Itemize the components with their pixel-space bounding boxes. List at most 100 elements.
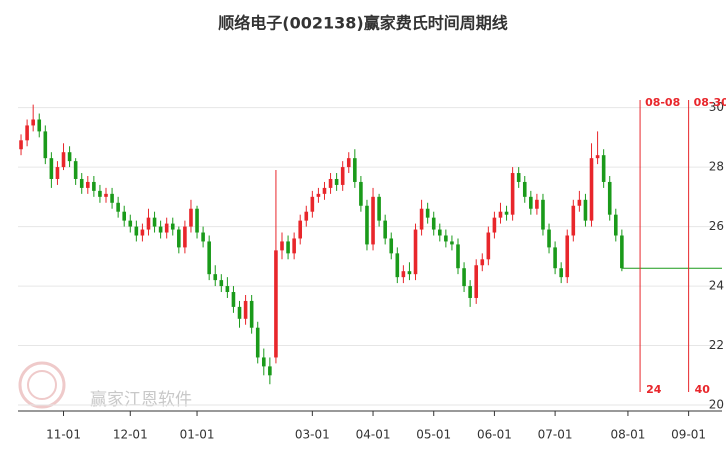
candle-body — [249, 300, 254, 328]
y-tick-label: 22 — [709, 338, 724, 352]
candle-body — [474, 265, 479, 298]
candle-body — [231, 292, 236, 307]
candle-body — [365, 205, 369, 245]
candle-body — [201, 232, 205, 242]
candle-body — [571, 205, 576, 236]
candle-body — [225, 286, 230, 293]
candle-body — [170, 223, 175, 230]
candle-body — [334, 178, 339, 185]
x-tick-label: 07-01 — [538, 428, 573, 442]
y-tick-label: 20 — [709, 398, 724, 412]
chart-title: 顺络电子(002138)赢家费氏时间周期线 — [218, 14, 507, 33]
candle-body — [498, 211, 503, 218]
candle-body — [595, 155, 600, 159]
candle-body — [510, 173, 515, 215]
y-tick-label: 26 — [709, 219, 724, 233]
candle-body — [316, 193, 321, 197]
candle-body — [565, 235, 570, 278]
candle-body — [134, 226, 139, 236]
candle-body — [559, 268, 563, 278]
candle-body — [456, 244, 460, 269]
candle-body — [431, 217, 436, 230]
candle-body — [128, 220, 133, 227]
x-tick-label: 03-01 — [295, 428, 330, 442]
candle-body — [304, 211, 309, 221]
candle-body — [492, 217, 497, 233]
x-tick-label: 06-01 — [477, 428, 512, 442]
cycle-date: 08-30 — [694, 96, 726, 109]
candle-body — [85, 181, 90, 188]
candle-body — [371, 196, 375, 245]
candle-body — [25, 125, 29, 141]
candle-body — [395, 253, 400, 278]
candle-body — [450, 241, 454, 245]
candle-body — [43, 131, 48, 159]
candle-body — [286, 241, 290, 254]
x-tick-label: 08-01 — [610, 428, 645, 442]
candle-body — [292, 238, 296, 254]
candle-body — [92, 181, 96, 191]
candle-body — [383, 220, 387, 239]
candle-body — [607, 181, 612, 215]
candle-body — [359, 181, 363, 206]
candle-body — [419, 208, 424, 230]
candle-body — [152, 217, 157, 227]
candle-body — [522, 181, 527, 197]
candle-body — [49, 158, 54, 179]
candle-body — [67, 152, 72, 162]
candle-body — [407, 271, 412, 275]
candle-body — [377, 196, 381, 221]
candle-body — [480, 259, 485, 266]
candle-body — [504, 211, 509, 215]
x-tick-label: 05-01 — [416, 428, 451, 442]
candle-body — [274, 250, 278, 358]
candle-body — [547, 229, 551, 248]
x-tick-label: 01-01 — [180, 428, 215, 442]
candle-body — [110, 193, 114, 203]
cycle-date: 08-08 — [645, 96, 680, 109]
candle-body — [535, 199, 539, 209]
y-tick-label: 30 — [709, 100, 724, 114]
candle-body — [328, 178, 333, 188]
candle-body — [207, 241, 211, 275]
candle-body — [444, 235, 448, 242]
candle-body — [346, 158, 351, 168]
candle-body — [583, 199, 588, 221]
candle-body — [116, 202, 120, 212]
candle-body — [516, 173, 521, 182]
candle-body — [213, 274, 218, 281]
candle-body — [589, 158, 594, 221]
x-tick-label: 04-01 — [356, 428, 391, 442]
x-tick-label: 12-01 — [113, 428, 148, 442]
candle-body — [104, 193, 108, 197]
y-tick-label: 24 — [709, 279, 724, 293]
candle-body — [164, 223, 169, 233]
candle-body — [486, 232, 491, 260]
candle-body — [601, 155, 606, 182]
candle-body — [98, 190, 102, 197]
candle-body — [577, 199, 582, 206]
x-tick-label: 09-01 — [671, 428, 706, 442]
candle-body — [413, 229, 418, 275]
cycle-days: 24 — [646, 383, 662, 396]
candle-body — [280, 241, 284, 251]
candle-body — [195, 208, 199, 233]
candle-body — [261, 357, 266, 367]
candle-body — [389, 238, 394, 254]
candle-body — [541, 199, 545, 230]
candle-body — [529, 196, 533, 209]
candle-body — [55, 167, 60, 179]
candle-body — [613, 214, 618, 236]
watermark-logo — [18, 361, 66, 409]
candle-body — [425, 208, 430, 218]
candle-body — [61, 152, 66, 168]
candle-body — [31, 119, 35, 126]
candle-body — [353, 158, 357, 182]
candle-body — [219, 280, 224, 287]
candle-body — [340, 167, 345, 185]
candle-body — [268, 366, 272, 376]
candle-body — [322, 187, 327, 194]
candle-body — [183, 226, 187, 248]
candle-body — [462, 268, 466, 287]
